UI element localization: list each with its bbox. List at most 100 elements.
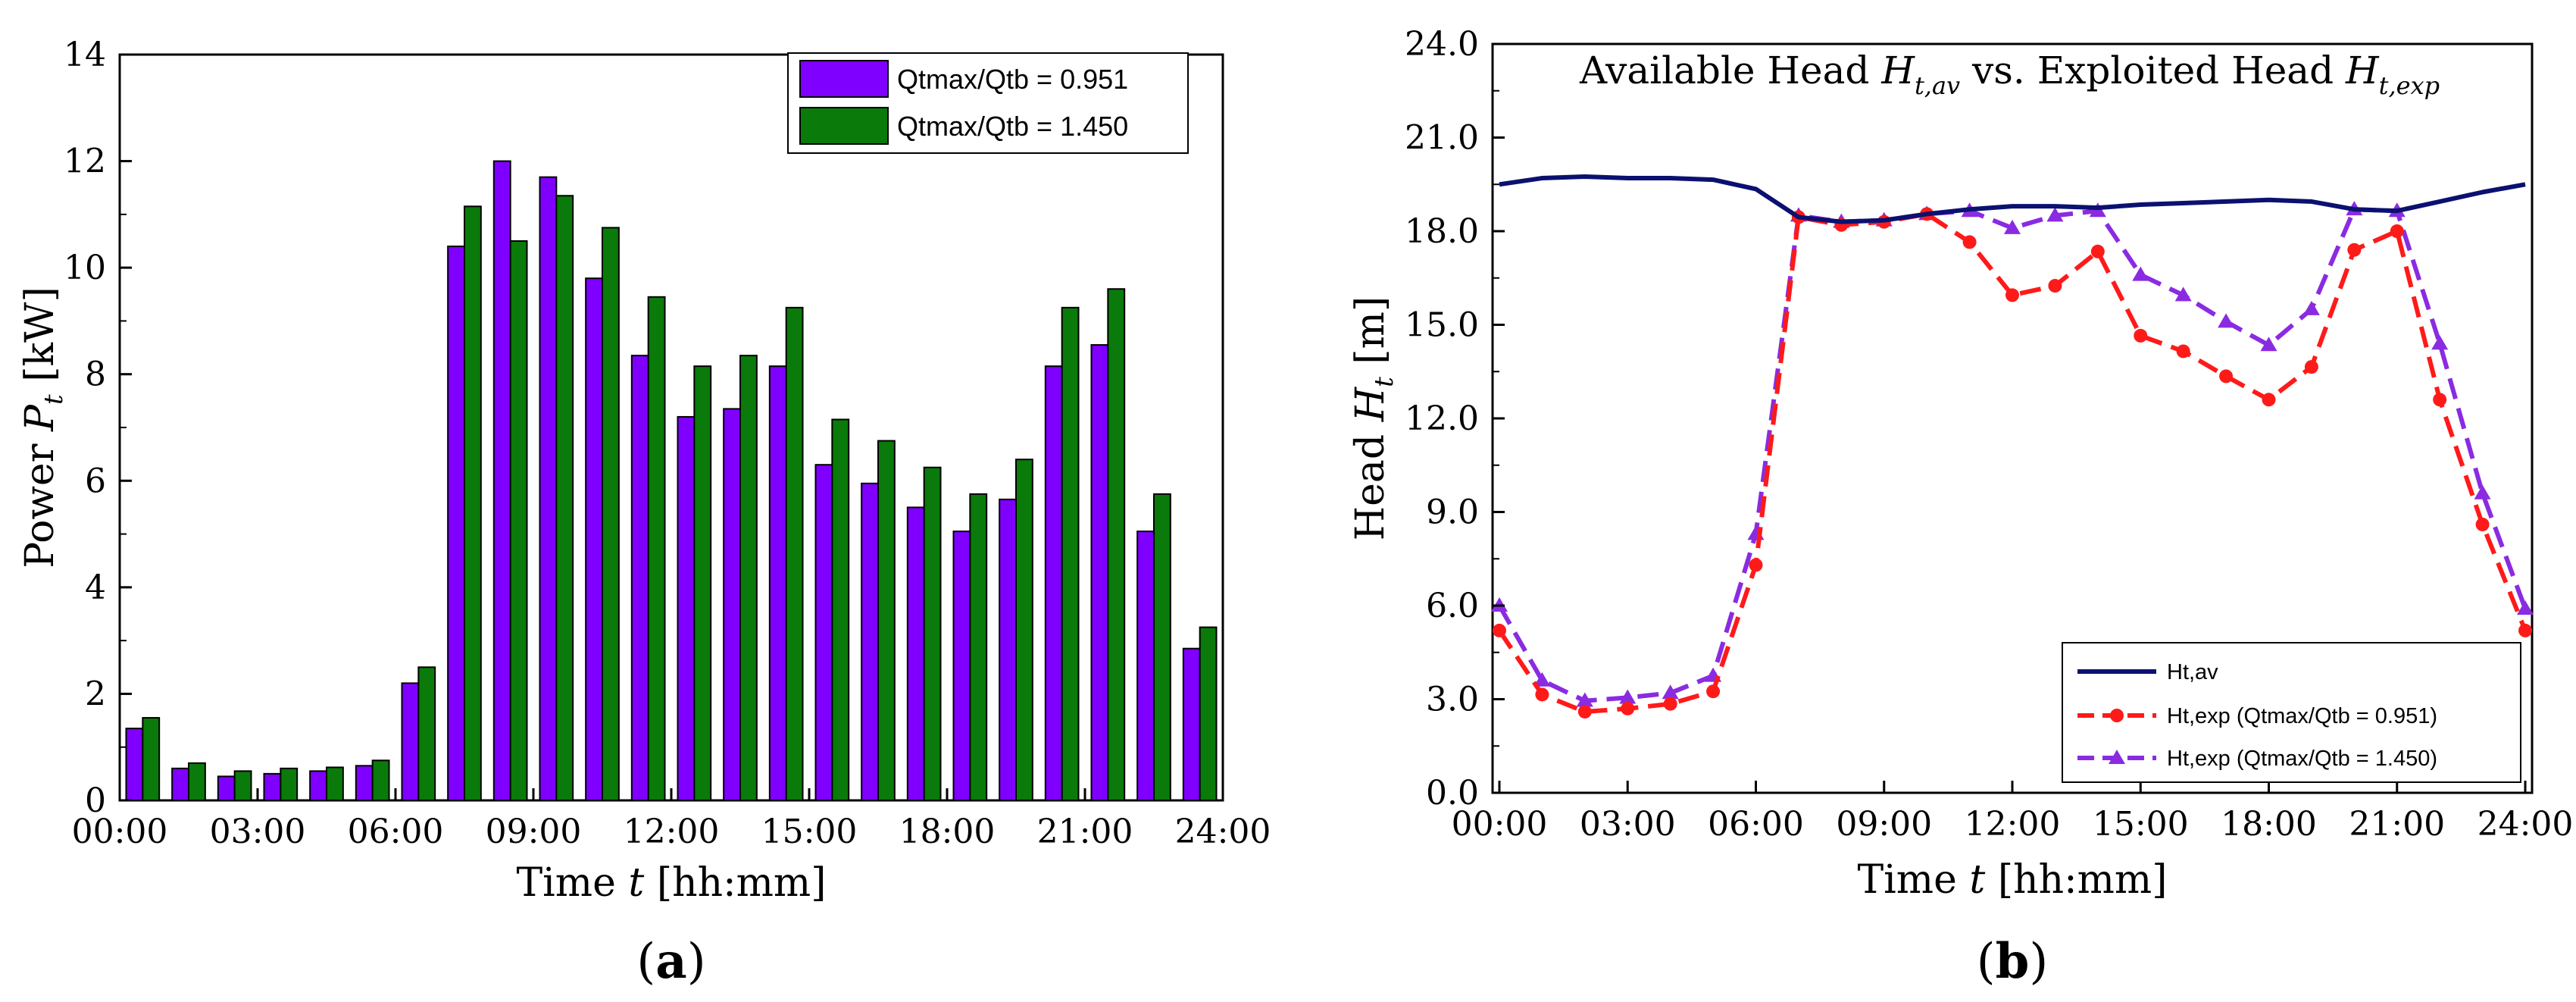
point-s2-18 [2260, 337, 2277, 352]
bar-s1-h7 [464, 205, 482, 802]
bar-s0-h1 [171, 767, 190, 801]
x-tick-label-a: 12:00 [624, 813, 720, 851]
bar-s1-h13 [739, 355, 758, 802]
bar-s0-h11 [630, 355, 649, 802]
bar-s1-h6 [417, 666, 436, 801]
bar-s0-h6 [401, 682, 420, 801]
x-axis-title-b: Time t [hh:mm] [1857, 857, 2167, 903]
point-s2-2 [1576, 692, 1593, 707]
legend-label-ht-exp-1450: Ht,exp (Qtmax/Qtb = 1.450) [2167, 747, 2437, 771]
point-s2-16 [2174, 287, 2192, 302]
panel-label-b: (b) [1977, 933, 2049, 990]
y-tick-label-b: 3.0 [1426, 681, 1479, 719]
point-s2-13 [2046, 207, 2064, 222]
bar-s0-h8 [492, 160, 511, 802]
point-s1-1 [1535, 687, 1549, 702]
point-s2-1 [1533, 672, 1551, 687]
bar-s0-h9 [539, 176, 558, 801]
x-tick-label-a: 15:00 [761, 813, 858, 851]
point-s1-11 [1962, 235, 1977, 249]
bar-s1-h1 [188, 762, 206, 801]
x-tick-label-b: 21:00 [2349, 805, 2445, 844]
y-axis-title-a: Power Pt [kW] [17, 287, 69, 568]
point-s1-17 [2219, 369, 2234, 384]
legend-swatch-purple [799, 60, 889, 98]
point-s1-22 [2433, 393, 2447, 407]
point-s2-24 [2517, 600, 2534, 615]
y-tick-label-a: 6 [85, 462, 106, 500]
x-tick-label-a: 24:00 [1175, 813, 1271, 851]
bar-s1-h19 [1015, 459, 1033, 802]
y-tick-label-a: 14 [64, 36, 106, 74]
bar-s1-h15 [831, 418, 850, 801]
point-s1-15 [2134, 328, 2148, 343]
point-s1-23 [2475, 517, 2490, 531]
bar-s1-h21 [1107, 288, 1126, 801]
point-s2-12 [2004, 219, 2021, 234]
y-tick-label-b: 12.0 [1405, 399, 1479, 438]
bar-s1-h11 [647, 296, 666, 801]
legend-marker-ht-exp-0951 [2110, 709, 2124, 722]
y-tick-label-b: 21.0 [1405, 119, 1479, 158]
point-s1-13 [2048, 279, 2062, 293]
y-tick-label-b: 0.0 [1426, 774, 1479, 813]
point-s1-16 [2176, 344, 2190, 359]
y-axis-title-b: Head Ht [m] [1348, 296, 1399, 540]
bar-s0-h16 [861, 482, 880, 801]
line-series-2 [1497, 207, 2528, 703]
legend-label-1450: Qtmax/Qtb = 1.450 [897, 111, 1128, 142]
legend-label-0951: Qtmax/Qtb = 0.951 [897, 64, 1128, 95]
y-tick-label-a: 12 [64, 142, 106, 181]
bar-s0-h22 [1136, 531, 1155, 801]
bar-s1-h17 [923, 466, 942, 801]
x-tick-label-b: 00:00 [1452, 805, 1548, 844]
point-s2-23 [2474, 484, 2491, 499]
panel-a-bar-chart: 0 2 4 6 8 10 12 14 00:00 03:00 06:00 09:00 12:00 15:… [17, 36, 1271, 990]
point-s2-15 [2132, 266, 2149, 281]
bar-s1-h8 [509, 240, 528, 801]
bar-s0-h19 [999, 498, 1018, 802]
bar-s1-h3 [280, 767, 299, 801]
x-tick-label-b: 06:00 [1708, 805, 1804, 844]
point-s1-21 [2390, 224, 2404, 238]
x-axis-title-a: Time t [hh:mm] [516, 860, 826, 906]
x-tick-label-b: 03:00 [1580, 805, 1676, 844]
bar-s0-h10 [585, 277, 603, 801]
x-tick-label-a: 06:00 [348, 813, 444, 851]
x-tick-label-b: 12:00 [1965, 805, 2061, 844]
legend-label-ht-av: Ht,av [2167, 660, 2218, 684]
point-s1-2 [1577, 704, 1592, 719]
point-s2-22 [2431, 335, 2449, 350]
bar-s0-h2 [217, 775, 236, 802]
bar-s1-h5 [371, 759, 390, 801]
bar-s1-h12 [693, 365, 712, 801]
point-s1-18 [2262, 393, 2276, 407]
bar-s0-h15 [814, 464, 833, 801]
x-tick-label-b: 09:00 [1836, 805, 1932, 844]
bar-s1-h23 [1199, 626, 1218, 801]
bar-s1-h4 [326, 766, 344, 801]
x-tick-label-b: 24:00 [2478, 805, 2574, 844]
bar-s0-h5 [355, 765, 374, 801]
point-s1-6 [1749, 558, 1763, 572]
point-s1-3 [1621, 701, 1635, 715]
y-tick-label-b: 15.0 [1405, 306, 1479, 345]
bar-s0-h17 [906, 506, 925, 802]
bar-s0-h4 [309, 770, 328, 801]
y-tick-label-b: 24.0 [1405, 25, 1479, 64]
bar-s1-h20 [1061, 306, 1080, 802]
point-s1-5 [1706, 684, 1721, 699]
legend-label-ht-exp-0951: Ht,exp (Qtmax/Qtb = 0.951) [2167, 704, 2437, 728]
x-tick-label-a: 18:00 [899, 813, 996, 851]
y-tick-label-a: 8 [85, 355, 106, 394]
bar-s1-h0 [142, 717, 161, 801]
point-s1-12 [2005, 288, 2019, 302]
point-s2-19 [2302, 300, 2320, 315]
legend-a: Qtmax/Qtb = 0.951 Qtmax/Qtb = 1.450 [787, 52, 1189, 154]
x-tick-label-a: 00:00 [72, 813, 168, 851]
x-tick-label-b: 18:00 [2221, 805, 2317, 844]
x-tick-label-a: 03:00 [210, 813, 306, 851]
point-s2-4 [1662, 684, 1679, 700]
bar-s0-h3 [263, 772, 282, 801]
